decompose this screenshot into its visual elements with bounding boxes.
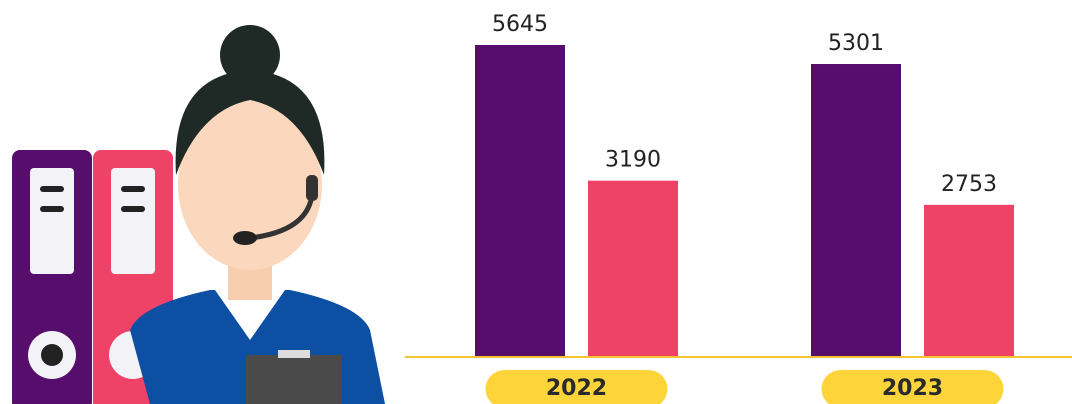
binder-label	[30, 168, 74, 274]
binder-slot	[121, 206, 145, 212]
x-tick-label: 2022	[546, 376, 607, 401]
clipboard-clip	[278, 350, 310, 358]
infographic: 5645 3190 2022 5301 2753 2023	[0, 0, 1072, 404]
binder-slot	[40, 186, 64, 192]
binder-slot	[40, 206, 64, 212]
binder-slot	[121, 186, 145, 192]
value-label: 3190	[605, 148, 661, 173]
headset-ear	[306, 175, 318, 201]
bar	[811, 64, 901, 357]
hair-bun	[220, 25, 280, 85]
binder-hole	[41, 344, 63, 366]
illustration	[12, 25, 385, 404]
value-label: 5645	[492, 12, 548, 37]
headset-mic-tip	[233, 231, 257, 245]
chart: 5645 3190 2022 5301 2753 2023	[405, 12, 1072, 404]
bar	[588, 181, 678, 357]
bar	[924, 205, 1014, 357]
x-tick-label: 2023	[882, 376, 943, 401]
clipboard	[246, 355, 342, 404]
binder-label	[111, 168, 155, 274]
value-label: 5301	[828, 31, 884, 56]
bar	[475, 45, 565, 357]
value-label: 2753	[941, 172, 997, 197]
